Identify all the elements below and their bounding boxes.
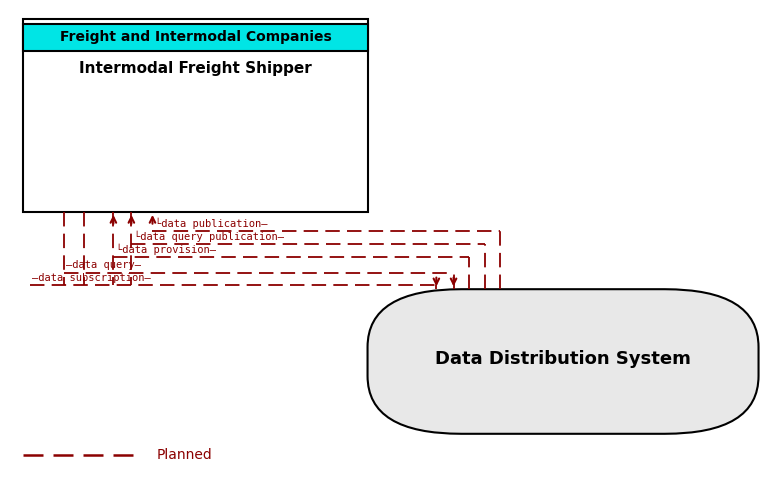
Text: Data Distribution System: Data Distribution System <box>435 350 691 368</box>
Text: Freight and Intermodal Companies: Freight and Intermodal Companies <box>59 30 332 44</box>
Text: Planned: Planned <box>156 448 212 463</box>
Text: └data provision—: └data provision— <box>116 243 216 255</box>
Text: └data query publication—: └data query publication— <box>134 230 284 242</box>
Text: —data subscription—: —data subscription— <box>32 273 151 283</box>
Text: —data query—: —data query— <box>66 260 142 270</box>
FancyBboxPatch shape <box>23 19 368 212</box>
Text: └data publication—: └data publication— <box>155 217 267 229</box>
Text: Intermodal Freight Shipper: Intermodal Freight Shipper <box>79 61 312 76</box>
FancyBboxPatch shape <box>368 289 759 434</box>
FancyBboxPatch shape <box>23 24 368 51</box>
